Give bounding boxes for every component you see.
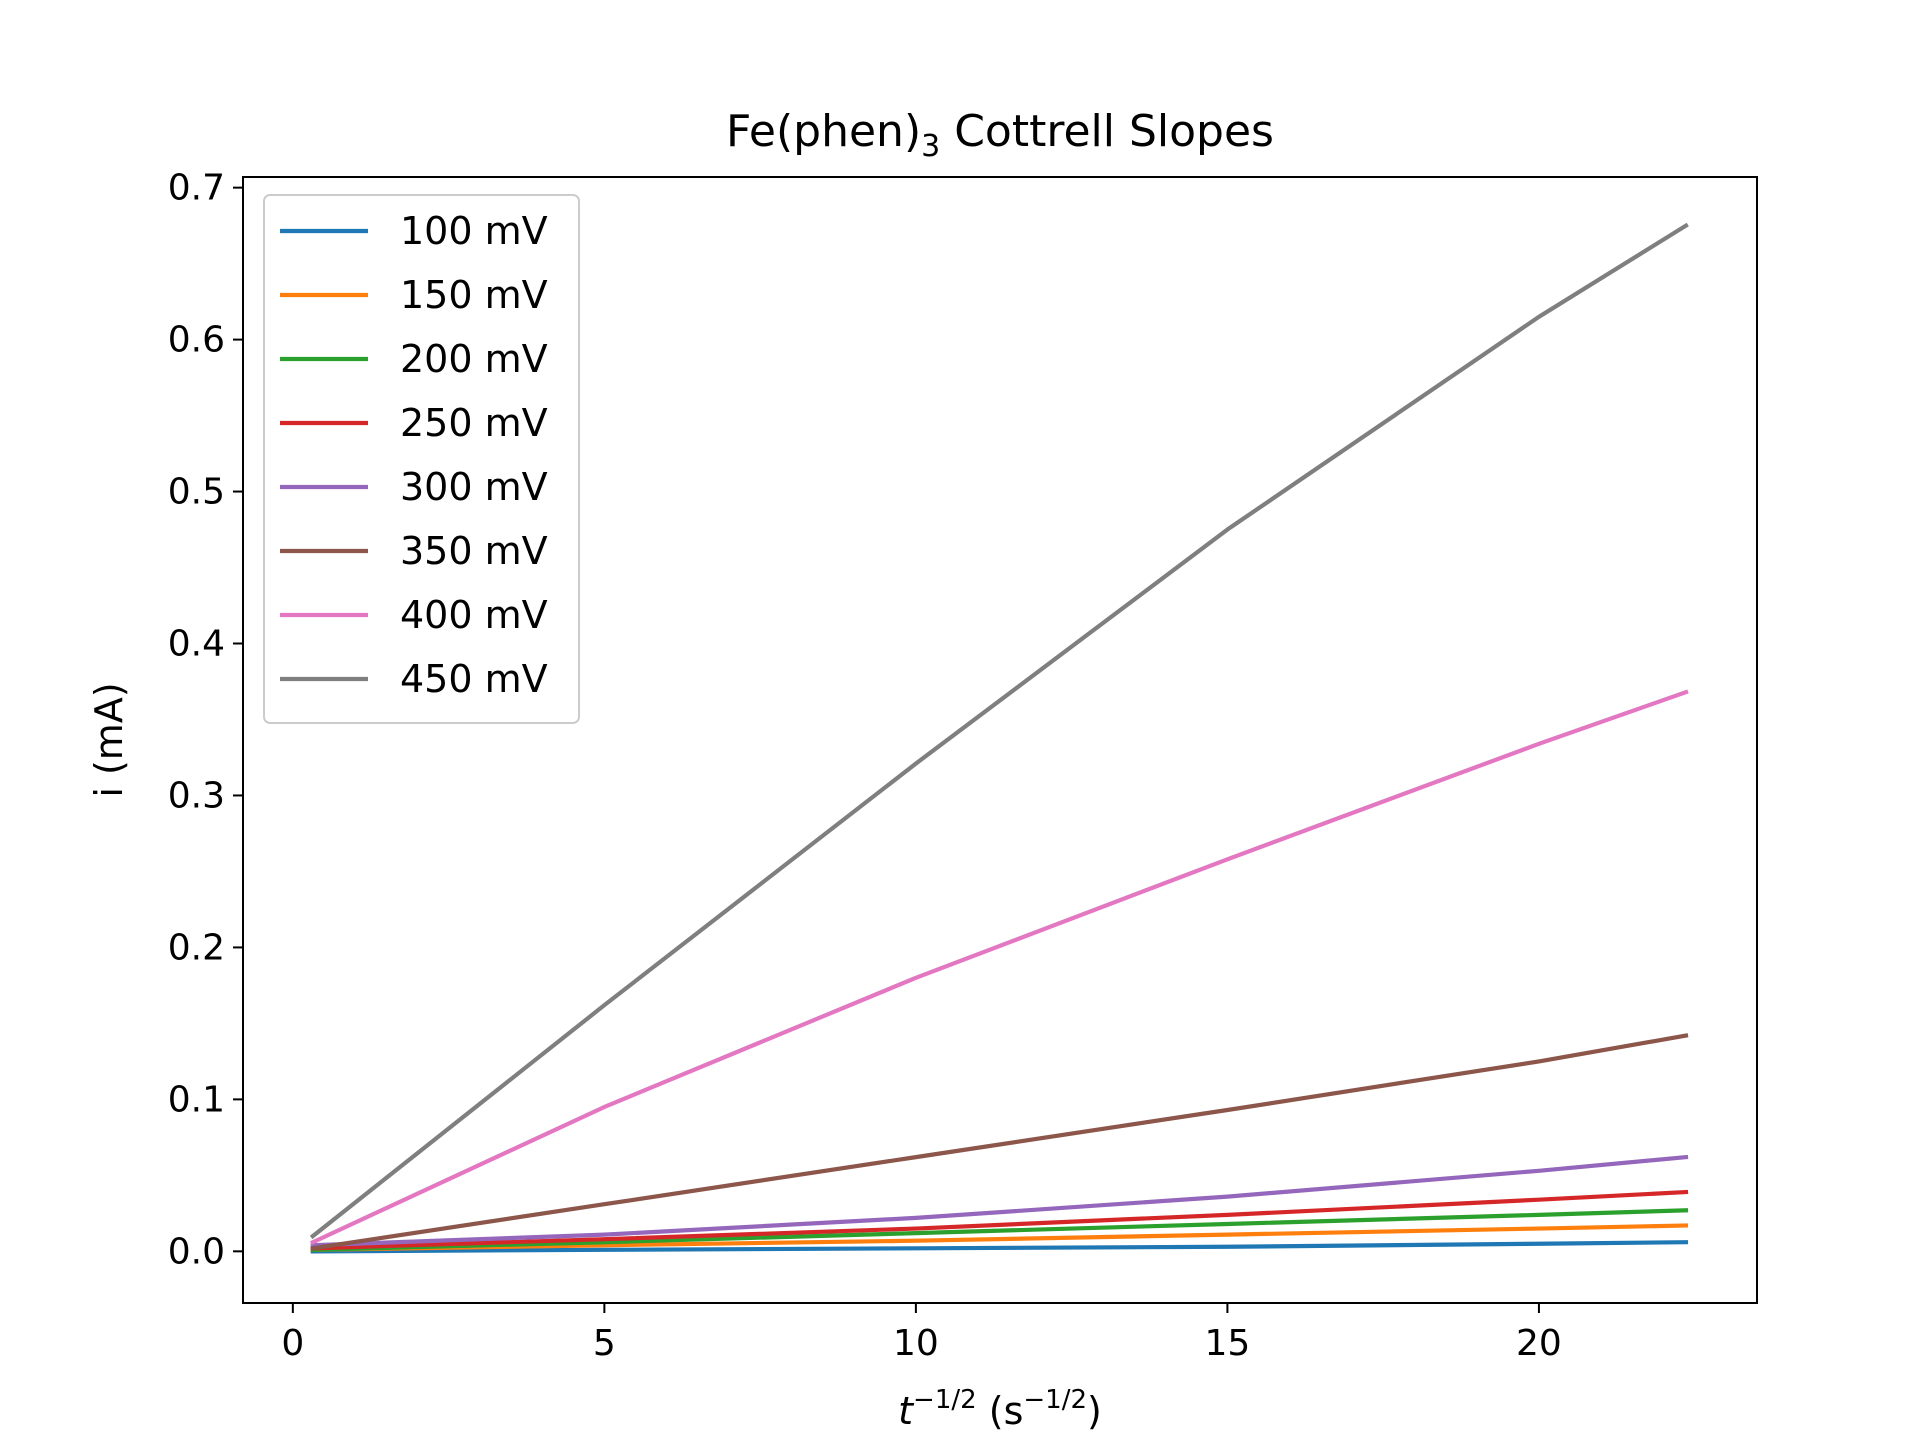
x-axis-label-var: t <box>898 1389 915 1433</box>
y-tick-label: 0.7 <box>168 168 225 209</box>
series-line-100-mv <box>310 1240 1689 1254</box>
axes-layer: 0 5 10 15 20 0.0 0.1 0.2 0.3 0.4 0.5 0.6 0.7 <box>168 168 1758 1364</box>
legend-box <box>263 194 580 724</box>
series-line-250-mv <box>310 1189 1689 1251</box>
x-axis-label-exp: −1/2 <box>913 1385 977 1415</box>
plot-frame <box>242 176 1758 1304</box>
x-axis-label-unit-exp: −1/2 <box>1023 1385 1087 1415</box>
series-line-400-mv <box>309 689 1689 1246</box>
legend-label-250-mv: 250 mV <box>400 401 548 445</box>
x-tick-label: 10 <box>893 1323 939 1364</box>
legend-label-300-mv: 300 mV <box>400 465 548 509</box>
x-axis-label-unit-open: (s <box>977 1389 1024 1433</box>
x-tick-label: 15 <box>1205 1323 1251 1364</box>
legend-label-150-mv: 150 mV <box>400 273 548 317</box>
y-tick-label: 0.4 <box>168 624 225 665</box>
x-tick-label: 0 <box>281 1323 304 1364</box>
series-line-150-mv <box>310 1223 1689 1252</box>
chart-title-main: Fe(phen) <box>726 106 921 157</box>
legend-label-400-mv: 400 mV <box>400 593 548 637</box>
series-layer <box>309 222 1689 1254</box>
x-tick-label: 5 <box>593 1323 616 1364</box>
y-tick-label: 0.5 <box>168 472 225 513</box>
y-tick-label: 0.6 <box>168 320 225 361</box>
x-tick-label: 20 <box>1516 1323 1562 1364</box>
legend-label-200-mv: 200 mV <box>400 337 548 381</box>
legend: 100 mV 150 mV 200 mV 250 mV 300 mV 350 mV 400 … <box>263 194 580 724</box>
legend-label-450-mv: 450 mV <box>400 657 548 701</box>
y-tick-label: 0.1 <box>168 1079 225 1120</box>
y-axis-label: i (mA) <box>87 682 131 797</box>
y-tick-label: 0.2 <box>168 927 225 968</box>
chart-title: Fe(phen)3 Cottrell Slopes <box>726 106 1274 164</box>
legend-label-350-mv: 350 mV <box>400 529 548 573</box>
series-line-300-mv <box>310 1154 1689 1248</box>
legend-label-100-mv: 100 mV <box>400 209 548 253</box>
series-line-450-mv <box>309 222 1689 1240</box>
series-line-350-mv <box>310 1033 1689 1251</box>
y-tick-label: 0.3 <box>168 775 225 816</box>
chart-title-subscript: 3 <box>921 129 940 164</box>
chart-title-suffix: Cottrell Slopes <box>940 106 1274 157</box>
x-axis-label-unit-close: ) <box>1087 1389 1102 1433</box>
x-axis-label: t−1/2 (s−1/2) <box>898 1385 1102 1433</box>
y-tick-label: 0.0 <box>168 1231 225 1272</box>
series-line-200-mv <box>310 1208 1689 1252</box>
